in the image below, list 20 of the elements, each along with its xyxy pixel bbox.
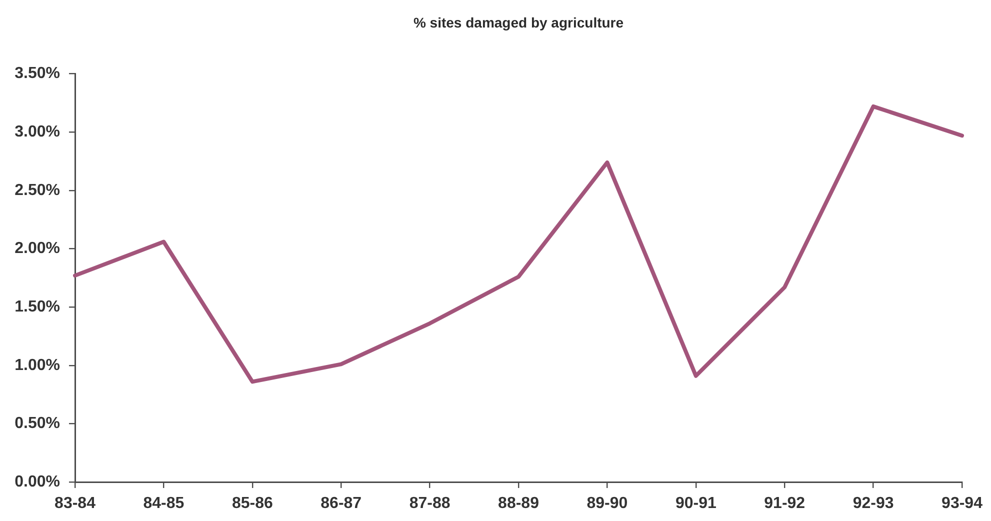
y-tick-label: 2.50% — [14, 182, 60, 199]
x-tick-label: 84-85 — [143, 495, 184, 512]
x-tick-label: 91-92 — [764, 495, 806, 512]
y-tick-label: 1.00% — [14, 356, 60, 374]
x-tick-label: 88-89 — [498, 495, 540, 512]
x-tick-label: 87-88 — [409, 495, 450, 512]
x-tick-label: 93-94 — [942, 495, 983, 512]
y-tick-label: 1.50% — [14, 298, 60, 316]
y-tick-label: 2.00% — [14, 240, 60, 258]
x-tick-label: 83-84 — [54, 495, 96, 512]
x-tick-label: 90-91 — [675, 495, 716, 512]
x-tick-label: 86-87 — [320, 495, 362, 512]
x-tick-label: 85-86 — [232, 495, 273, 512]
x-tick-label: 89-90 — [586, 495, 628, 512]
y-tick-label: 0.50% — [14, 415, 60, 432]
chart-title: % sites damaged by agriculture — [413, 14, 624, 30]
y-tick-label: 3.50% — [14, 65, 60, 82]
y-tick-label: 0.00% — [14, 473, 60, 490]
x-tick-label: 92-93 — [852, 495, 894, 512]
y-tick-label: 3.00% — [14, 124, 60, 141]
